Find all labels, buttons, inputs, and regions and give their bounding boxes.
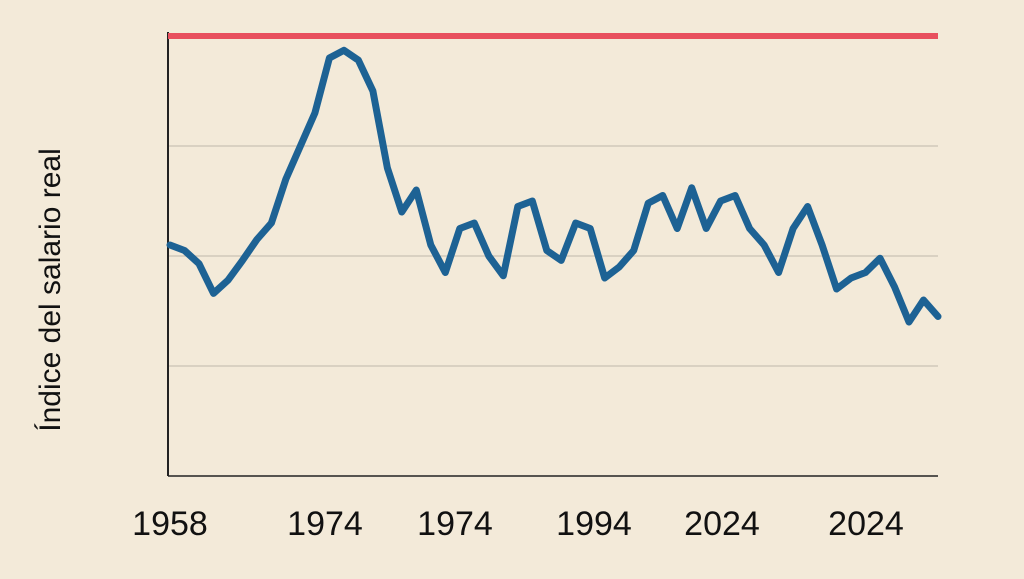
series-line	[166, 46, 942, 326]
series-layer	[166, 46, 942, 326]
x-tick-label: 1994	[556, 505, 632, 543]
x-tick-label: 1958	[132, 505, 208, 543]
x-tick-label: 1974	[417, 505, 493, 543]
y-axis-label: Índice del salario real	[34, 148, 67, 432]
x-tick-label: 1974	[287, 505, 363, 543]
axes	[167, 32, 938, 477]
x-tick-label: 2024	[828, 505, 904, 543]
x-tick-labels: 1958 1974 1974 1994 2024 2024	[132, 505, 904, 543]
x-tick-label: 2024	[684, 505, 760, 543]
